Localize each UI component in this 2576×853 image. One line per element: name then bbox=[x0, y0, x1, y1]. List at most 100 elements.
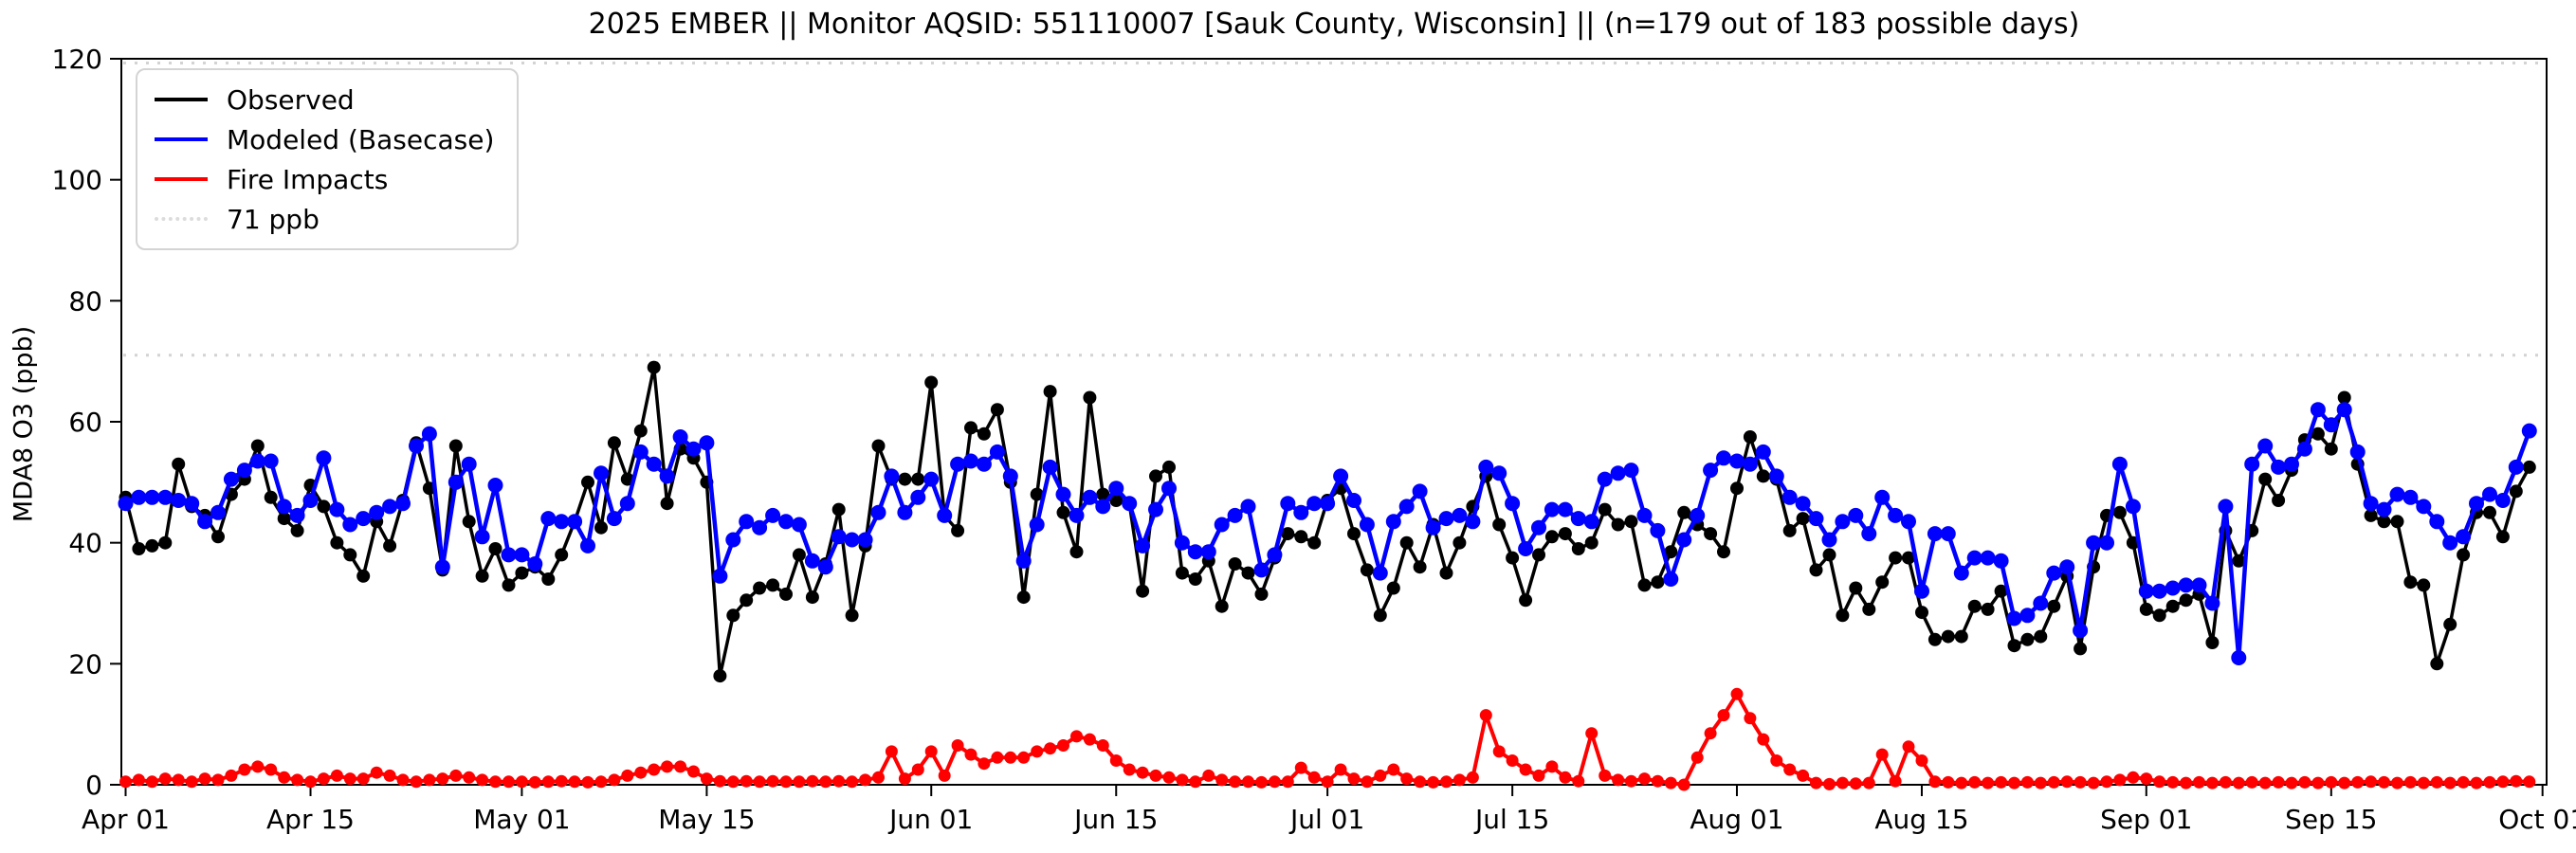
data-point bbox=[290, 523, 304, 537]
data-point bbox=[2363, 496, 2379, 512]
data-point bbox=[659, 468, 675, 484]
data-point bbox=[1915, 754, 1928, 767]
data-point bbox=[2152, 608, 2166, 623]
data-point bbox=[2284, 456, 2299, 472]
data-point bbox=[462, 515, 476, 529]
legend-item-fire: Fire Impacts bbox=[155, 159, 494, 199]
data-point bbox=[1030, 487, 1044, 501]
data-point bbox=[647, 360, 661, 374]
data-point bbox=[911, 763, 924, 776]
data-point bbox=[1981, 602, 1995, 616]
data-point bbox=[1479, 709, 1492, 722]
data-point bbox=[766, 774, 779, 788]
data-point bbox=[1452, 773, 1466, 787]
data-point bbox=[951, 523, 965, 537]
data-point bbox=[1954, 629, 1968, 644]
data-point bbox=[2218, 499, 2234, 515]
data-point bbox=[1174, 535, 1190, 551]
data-point bbox=[1848, 507, 1864, 523]
data-point bbox=[2086, 535, 2102, 551]
data-point bbox=[1452, 507, 1468, 523]
data-point bbox=[2457, 548, 2471, 562]
data-point bbox=[157, 489, 174, 505]
data-point bbox=[184, 496, 200, 512]
data-point bbox=[2324, 442, 2338, 456]
data-point bbox=[225, 769, 238, 782]
data-point bbox=[1663, 572, 1679, 587]
data-point bbox=[911, 472, 925, 486]
data-point bbox=[951, 739, 964, 752]
data-point bbox=[1452, 535, 1467, 550]
data-point bbox=[1346, 493, 1361, 508]
data-point bbox=[370, 766, 383, 779]
data-point bbox=[1387, 763, 1400, 776]
data-point bbox=[1361, 775, 1374, 789]
data-point bbox=[2377, 515, 2391, 529]
data-point bbox=[515, 566, 529, 580]
data-point bbox=[713, 774, 726, 788]
fire-line-sample-icon bbox=[155, 177, 208, 181]
data-point bbox=[423, 773, 436, 787]
data-point bbox=[1676, 532, 1692, 548]
data-point bbox=[594, 465, 609, 481]
data-point bbox=[1809, 563, 1823, 577]
data-point bbox=[2180, 776, 2193, 789]
data-point bbox=[1822, 548, 1836, 562]
data-point bbox=[672, 429, 688, 445]
data-point bbox=[1108, 481, 1124, 497]
data-point bbox=[2389, 486, 2405, 502]
data-point bbox=[1096, 487, 1110, 501]
data-point bbox=[2457, 775, 2470, 789]
data-point bbox=[2059, 559, 2075, 575]
x-tick-label: Oct 01 bbox=[2498, 804, 2576, 835]
data-point bbox=[1743, 430, 1757, 444]
data-point bbox=[1055, 486, 1071, 502]
data-point bbox=[463, 771, 476, 784]
data-point bbox=[434, 559, 450, 575]
data-point bbox=[409, 438, 424, 454]
x-tick-label: Apr 01 bbox=[82, 804, 170, 835]
data-point bbox=[1215, 599, 1229, 613]
data-point bbox=[1373, 608, 1387, 623]
data-point bbox=[844, 532, 860, 548]
data-point bbox=[1810, 776, 1822, 789]
data-point bbox=[2074, 642, 2088, 656]
data-point bbox=[685, 441, 702, 457]
data-point bbox=[1189, 775, 1202, 789]
data-point bbox=[2231, 650, 2247, 665]
data-point bbox=[1664, 545, 1678, 559]
data-point bbox=[1044, 742, 1057, 755]
data-point bbox=[2125, 499, 2141, 515]
data-point bbox=[1902, 551, 1915, 565]
data-point bbox=[1149, 769, 1162, 782]
data-point bbox=[223, 471, 239, 487]
data-point bbox=[198, 772, 211, 786]
data-point bbox=[1636, 507, 1653, 523]
data-point bbox=[2034, 776, 2047, 789]
data-point bbox=[898, 772, 911, 786]
data-point bbox=[621, 769, 634, 782]
data-point bbox=[1096, 739, 1109, 752]
legend-label: Observed bbox=[227, 83, 355, 116]
observed-line-sample-icon bbox=[155, 98, 208, 101]
data-point bbox=[1333, 468, 1349, 484]
data-point bbox=[1704, 527, 1718, 541]
data-point bbox=[2258, 776, 2272, 789]
data-point bbox=[1083, 390, 1097, 405]
data-point bbox=[1993, 553, 2009, 569]
data-point bbox=[2391, 776, 2403, 789]
data-point bbox=[1294, 530, 1308, 544]
data-point bbox=[1624, 515, 1638, 529]
data-point bbox=[778, 514, 794, 530]
data-point bbox=[608, 773, 621, 787]
data-point bbox=[1730, 481, 1744, 496]
legend-item-71ppb: 71 ppb bbox=[155, 199, 494, 239]
data-point bbox=[158, 772, 172, 786]
data-point bbox=[1585, 727, 1599, 740]
data-point bbox=[1412, 483, 1428, 499]
data-point bbox=[278, 771, 291, 784]
data-point bbox=[1070, 730, 1083, 743]
data-point bbox=[2205, 776, 2219, 789]
chart-title: 2025 EMBER || Monitor AQSID: 551110007 [… bbox=[588, 8, 2080, 41]
data-point bbox=[1836, 608, 1850, 623]
